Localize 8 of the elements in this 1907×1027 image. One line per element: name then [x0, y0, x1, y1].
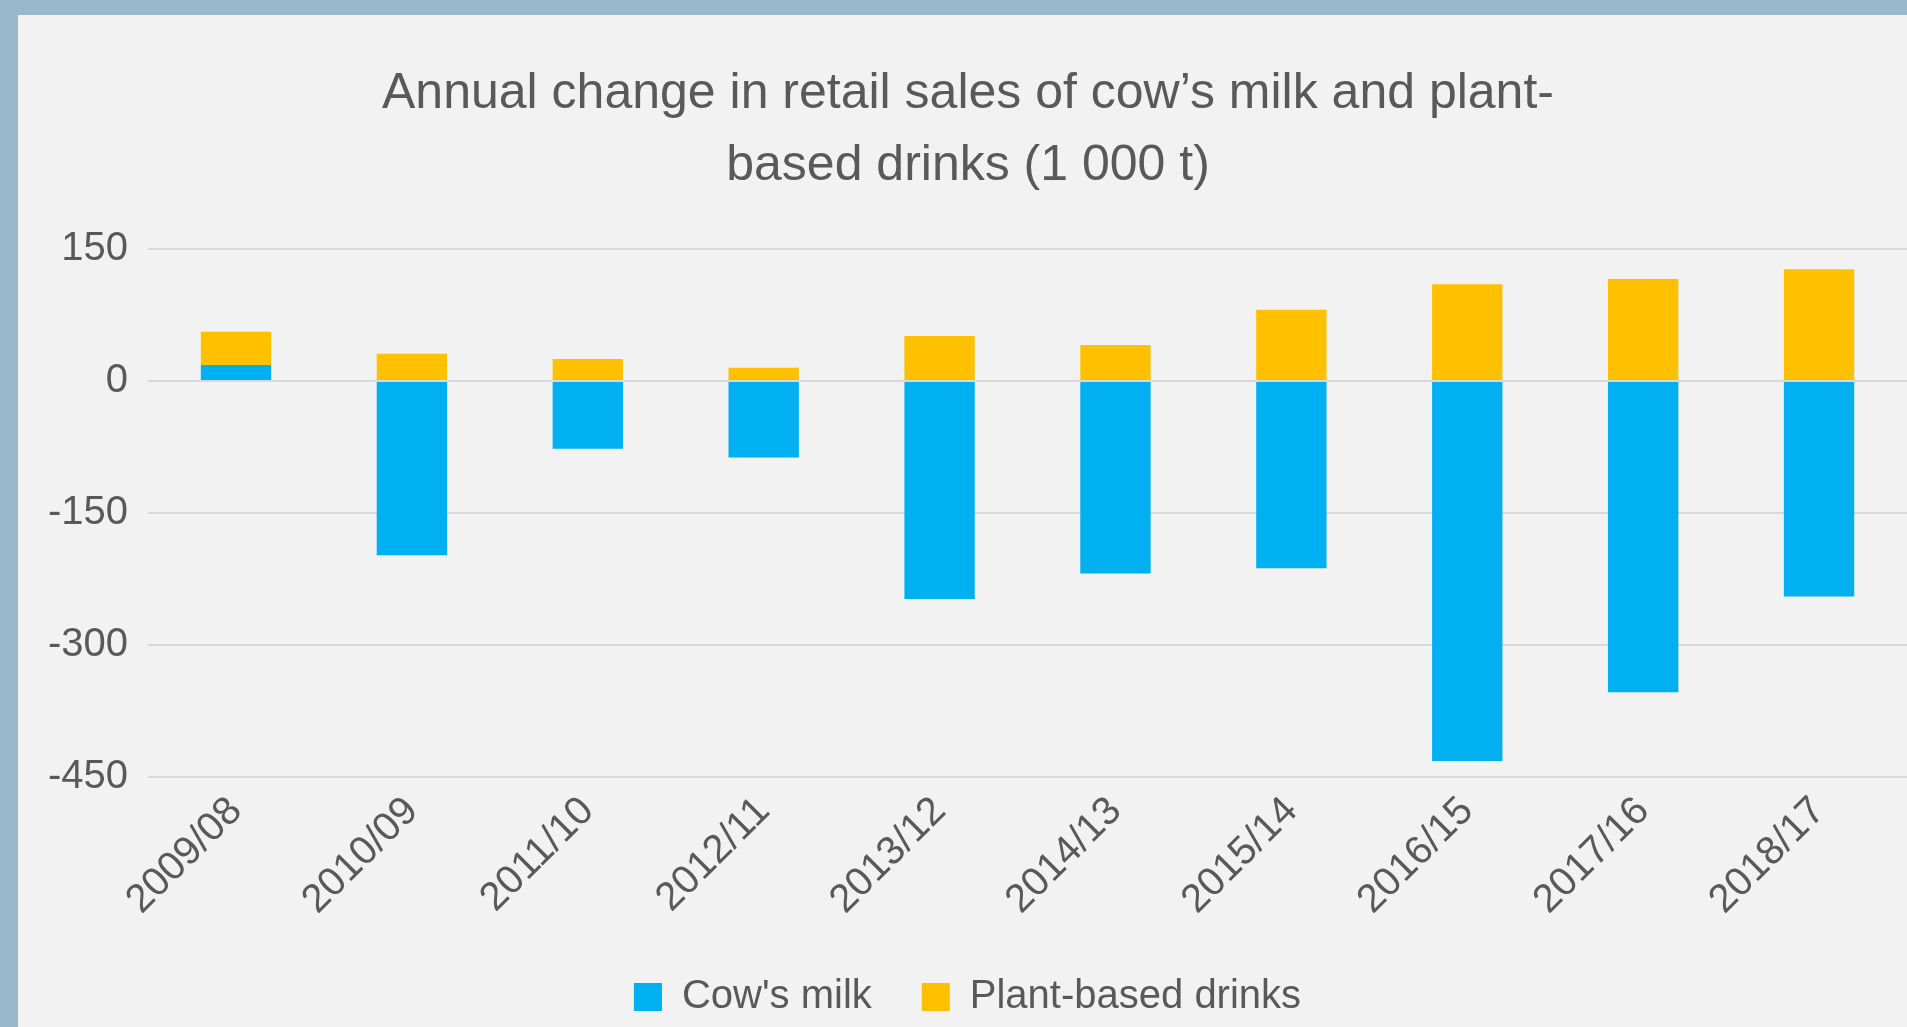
y-tick-label: 150 — [61, 224, 129, 269]
y-tick-label: -450 — [48, 751, 129, 796]
legend-label: Cow's milk — [681, 972, 873, 1017]
y-tick-label: -150 — [48, 487, 129, 532]
legend-label: Plant-based drinks — [969, 972, 1302, 1017]
y-tick-label: -300 — [48, 619, 129, 664]
chart-title: Annual change in retail sales of cow’s milk and plant-based drinks (1 000 t) — [381, 62, 1555, 193]
y-tick-label: 0 — [105, 355, 129, 400]
